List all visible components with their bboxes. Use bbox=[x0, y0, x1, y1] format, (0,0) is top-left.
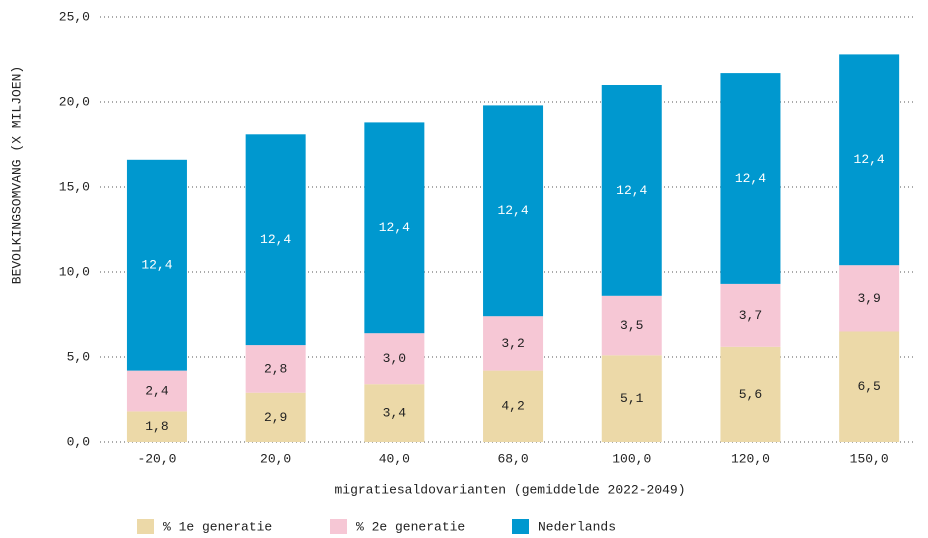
bar-segment bbox=[601, 355, 662, 442]
value-label: 1,8 bbox=[145, 419, 168, 434]
bar-segment bbox=[839, 54, 900, 266]
legend-swatch bbox=[137, 519, 154, 534]
legend-label: Nederlands bbox=[538, 519, 616, 534]
x-tick-label: 150,0 bbox=[850, 451, 889, 466]
value-label: 12,4 bbox=[854, 152, 885, 167]
bar-segment bbox=[720, 283, 781, 347]
value-label: 3,7 bbox=[739, 308, 762, 323]
bar-segment bbox=[126, 159, 187, 371]
y-tick-label: 0,0 bbox=[67, 434, 90, 449]
value-label: 3,2 bbox=[501, 336, 524, 351]
y-axis-label: BEVOLKINGSOMVANG (X MILJOEN) bbox=[9, 66, 24, 284]
value-label: 5,1 bbox=[620, 391, 644, 406]
bar-segment bbox=[839, 265, 900, 332]
bar-segment bbox=[601, 295, 662, 356]
x-tick-label: 120,0 bbox=[731, 451, 770, 466]
x-tick-label: 40,0 bbox=[379, 451, 410, 466]
bar-segment bbox=[245, 392, 306, 442]
value-label: 2,4 bbox=[145, 383, 169, 398]
value-label: 2,9 bbox=[264, 410, 287, 425]
bar-segment bbox=[483, 370, 544, 442]
bar-segment bbox=[126, 370, 187, 412]
value-label: 12,4 bbox=[616, 183, 647, 198]
bar-segment bbox=[483, 105, 544, 317]
bar-segment bbox=[245, 345, 306, 393]
legend-label: % 1e generatie bbox=[163, 519, 272, 534]
bar-segment bbox=[364, 333, 425, 385]
value-label: 12,4 bbox=[735, 171, 766, 186]
bar-segment bbox=[364, 384, 425, 442]
bar-segment bbox=[126, 411, 187, 442]
value-label: 12,4 bbox=[379, 220, 410, 235]
value-label: 4,2 bbox=[501, 399, 524, 414]
legend-swatch bbox=[512, 519, 529, 534]
bar-segment bbox=[483, 316, 544, 371]
value-label: 2,8 bbox=[264, 361, 287, 376]
value-label: 3,5 bbox=[620, 318, 643, 333]
value-label: 12,4 bbox=[141, 258, 172, 273]
value-label: 6,5 bbox=[857, 379, 880, 394]
bar-segment bbox=[720, 346, 781, 442]
x-tick-label: 68,0 bbox=[497, 451, 528, 466]
value-label: 3,9 bbox=[857, 291, 880, 306]
bar-segment bbox=[245, 134, 306, 346]
value-label: 3,4 bbox=[383, 406, 407, 421]
y-tick-label: 25,0 bbox=[59, 9, 90, 24]
value-label: 12,4 bbox=[260, 232, 291, 247]
x-axis-label: migratiesaldovarianten (gemiddelde 2022-… bbox=[334, 482, 685, 497]
y-tick-label: 20,0 bbox=[59, 94, 90, 109]
x-tick-label: -20,0 bbox=[137, 451, 176, 466]
bar-segment bbox=[839, 331, 900, 442]
value-label: 3,0 bbox=[383, 351, 406, 366]
legend-label: % 2e generatie bbox=[356, 519, 465, 534]
bar-segment bbox=[364, 122, 425, 334]
bar-segment bbox=[720, 73, 781, 284]
y-tick-label: 10,0 bbox=[59, 264, 90, 279]
value-label: 12,4 bbox=[497, 203, 528, 218]
x-tick-label: 20,0 bbox=[260, 451, 291, 466]
y-tick-label: 15,0 bbox=[59, 179, 90, 194]
bar-segment bbox=[601, 85, 662, 296]
legend-swatch bbox=[330, 519, 347, 534]
y-tick-label: 5,0 bbox=[67, 349, 90, 364]
value-label: 5,6 bbox=[739, 387, 762, 402]
x-tick-label: 100,0 bbox=[612, 451, 651, 466]
